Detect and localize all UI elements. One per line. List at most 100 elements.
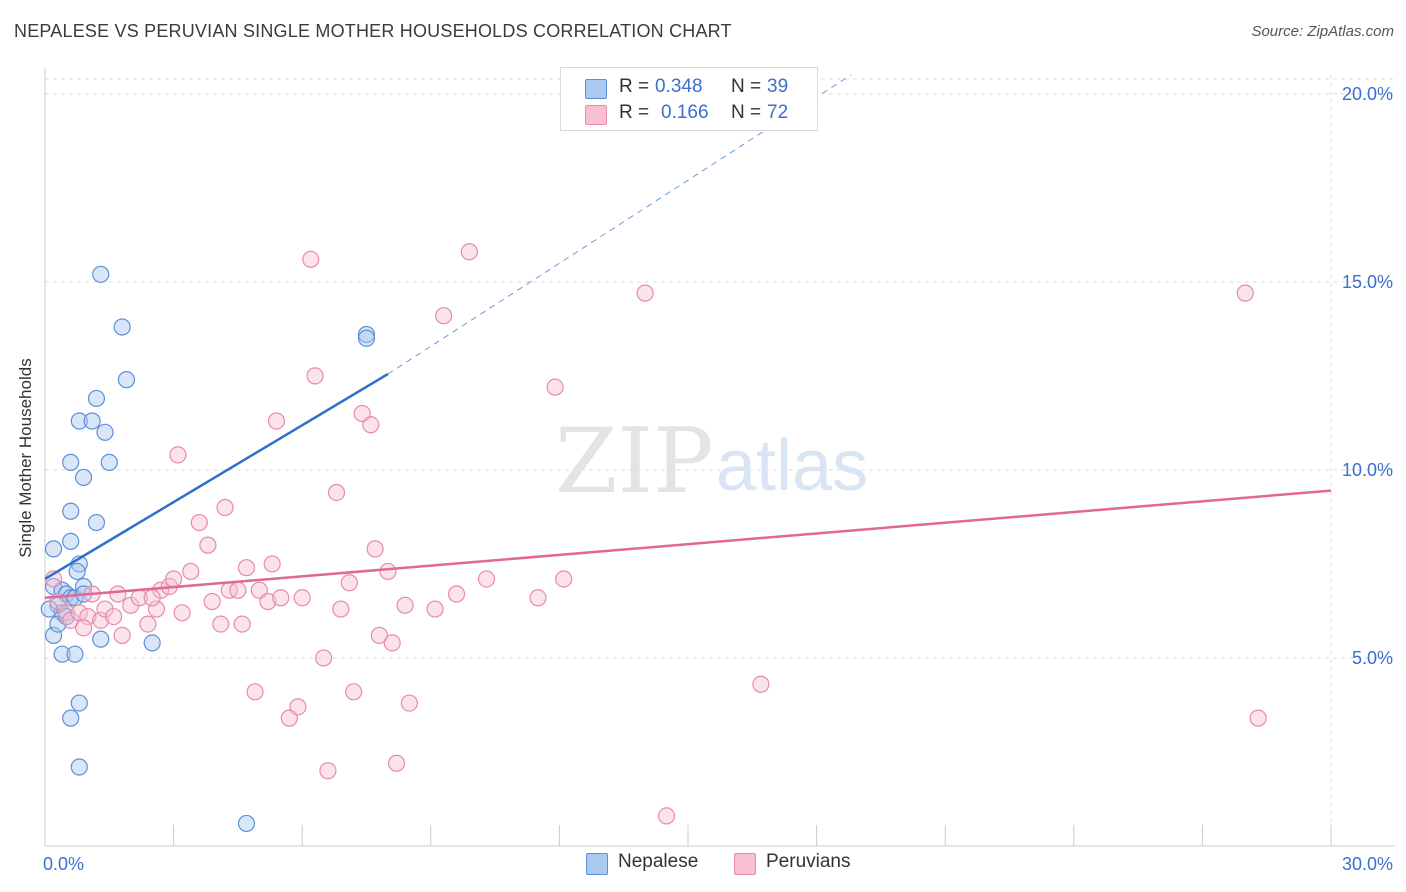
peruvians-point <box>229 581 247 599</box>
correlation-legend: R = 0.348 N = 39 R = 0.166 N = 72 <box>560 67 818 131</box>
peruvians-point <box>293 589 311 607</box>
peruvians-point <box>435 307 453 325</box>
chart-title: NEPALESE VS PERUVIAN SINGLE MOTHER HOUSE… <box>14 21 732 41</box>
peruvians-points <box>44 243 1267 825</box>
peruvians-point <box>460 243 478 261</box>
peruvians-trend-line <box>44 489 1332 600</box>
peruvians-point <box>426 600 444 618</box>
peruvians-point <box>302 250 320 268</box>
peruvians-point <box>555 570 573 588</box>
peruvians-point <box>74 619 93 637</box>
nepalese-point <box>83 412 101 430</box>
peruvians-point <box>306 367 324 385</box>
peruvians-point <box>319 762 337 780</box>
y-tick-label: 20.0% <box>1342 84 1393 104</box>
nepalese-swatch <box>585 79 607 99</box>
legend-r-value: 0.348 <box>655 76 703 97</box>
peruvians-point <box>165 570 183 588</box>
nepalese-point <box>70 412 88 430</box>
nepalese-points <box>40 265 376 833</box>
peruvians-point <box>752 675 770 693</box>
nepalese-point <box>53 645 71 663</box>
nepalese-point <box>237 814 256 833</box>
peruvians-swatch <box>585 105 607 125</box>
nepalese-point <box>74 468 93 487</box>
peruvians-point <box>396 596 414 614</box>
peruvians-point <box>173 604 191 622</box>
x-tick-label: 30.0% <box>1342 854 1393 874</box>
nepalese-point <box>70 758 88 776</box>
nepalese-point <box>100 453 118 471</box>
y-tick-label: 5.0% <box>1352 648 1393 668</box>
peruvians-point <box>199 536 217 554</box>
nepalese-point <box>92 265 110 283</box>
peruvians-point <box>212 615 230 633</box>
nepalese-point <box>44 626 63 644</box>
nepalese-point <box>70 694 88 712</box>
nepalese-point <box>62 532 80 550</box>
legend-label-nepalese: Nepalese <box>618 851 699 872</box>
peruvians-point <box>289 698 307 716</box>
peruvians-point <box>263 555 281 573</box>
watermark: ZIP atlas <box>555 409 868 514</box>
axes <box>44 68 1395 847</box>
peruvians-point <box>332 600 350 618</box>
peruvians-point <box>104 607 123 626</box>
peruvians-point <box>345 683 363 701</box>
legend-label-peruvians: Peruvians <box>766 851 851 872</box>
trend-lines <box>44 74 1332 600</box>
peruvians-point <box>379 562 397 581</box>
peruvians-point <box>190 513 208 532</box>
peruvians-point <box>203 592 221 611</box>
peruvians-point <box>109 585 127 603</box>
nepalese-trend-line <box>44 372 389 581</box>
peruvians-point <box>383 634 401 652</box>
peruvians-point <box>340 574 358 592</box>
peruvians-point <box>216 498 234 517</box>
legend-n-value: 39 <box>767 76 789 97</box>
peruvians-point <box>79 607 97 626</box>
nepalese-swatch <box>586 853 608 875</box>
peruvians-point <box>113 626 131 644</box>
peruvians-point <box>259 592 277 611</box>
nepalese-point <box>92 630 110 648</box>
peruvians-point <box>237 559 256 577</box>
peruvians-point <box>315 649 333 667</box>
x-tick-label: 0.0% <box>43 854 84 874</box>
legend-n-label: N = <box>731 76 762 97</box>
y-tick-labels: 5.0% 10.0% 15.0% 20.0% <box>1342 84 1393 668</box>
peruvians-point <box>182 562 200 581</box>
peruvians-point <box>147 600 166 618</box>
nepalese-point <box>68 562 86 581</box>
peruvians-point <box>267 412 286 430</box>
nepalese-point <box>357 329 376 347</box>
peruvians-point <box>362 416 380 434</box>
nepalese-point <box>113 318 131 336</box>
peruvians-point <box>1249 709 1267 727</box>
peruvians-point <box>366 540 384 558</box>
peruvians-point <box>400 694 418 712</box>
peruvians-point <box>387 754 406 772</box>
nepalese-point <box>62 502 80 520</box>
peruvians-point <box>1236 284 1254 302</box>
peruvians-point <box>233 615 251 633</box>
nepalese-point <box>62 709 80 727</box>
source-label: Source: ZipAtlas.com <box>1251 23 1394 40</box>
peruvians-point <box>143 589 161 607</box>
peruvians-point <box>546 378 564 396</box>
peruvians-swatch <box>734 853 756 875</box>
nepalese-point <box>117 371 136 389</box>
peruvians-point <box>447 585 466 603</box>
nepalese-point <box>44 540 63 558</box>
x-tick-labels: 0.0% 30.0% <box>43 854 1393 874</box>
peruvians-point <box>477 570 496 588</box>
watermark-atlas: atlas <box>716 426 868 506</box>
peruvians-point <box>272 589 290 607</box>
legend-r-label: R = <box>619 76 650 97</box>
peruvians-point <box>657 807 676 825</box>
peruvians-point <box>370 626 388 644</box>
peruvians-point <box>169 446 187 464</box>
nepalese-point <box>62 453 80 471</box>
nepalese-point <box>143 634 161 652</box>
